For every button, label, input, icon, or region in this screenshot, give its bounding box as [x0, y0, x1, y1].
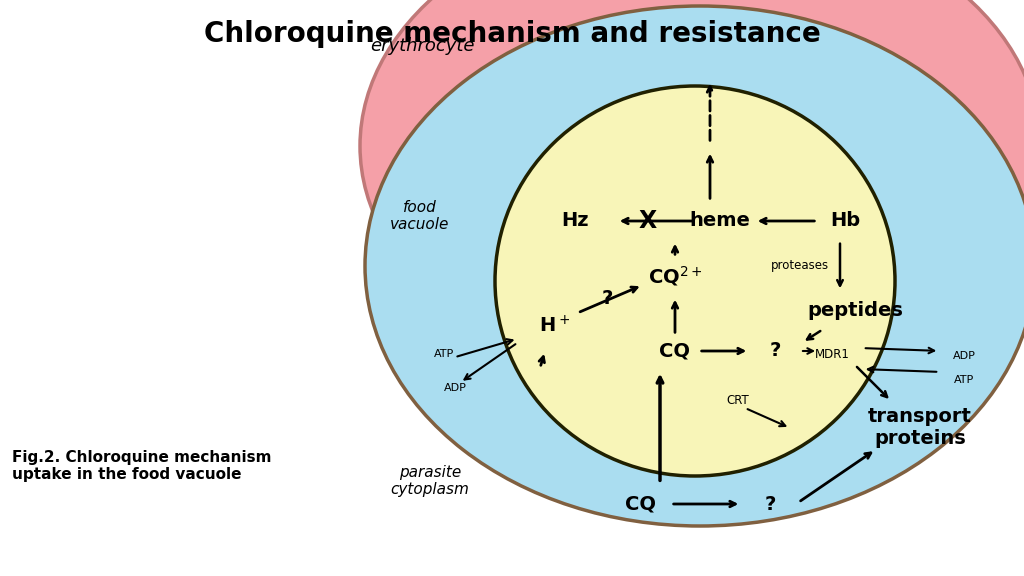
Text: erythrocyte: erythrocyte	[370, 37, 474, 55]
Text: ATP: ATP	[434, 349, 454, 359]
Text: X: X	[639, 209, 657, 233]
Text: CQ: CQ	[659, 342, 690, 361]
Bar	[0, 0, 340, 576]
Text: Hz: Hz	[561, 211, 589, 230]
Ellipse shape	[360, 0, 1024, 386]
Text: MDR1: MDR1	[814, 347, 850, 361]
Text: CQ: CQ	[625, 495, 655, 513]
Text: heme: heme	[689, 211, 751, 230]
Text: ADP: ADP	[952, 351, 976, 361]
Text: ?: ?	[601, 290, 612, 309]
Ellipse shape	[365, 6, 1024, 526]
Text: peptides: peptides	[807, 301, 903, 320]
Text: ?: ?	[764, 495, 776, 513]
Text: parasite
cytoplasm: parasite cytoplasm	[390, 465, 469, 497]
Text: Hb: Hb	[829, 211, 860, 230]
Text: food
vacuole: food vacuole	[390, 200, 450, 232]
Text: ?: ?	[769, 342, 780, 361]
Text: Chloroquine mechanism and resistance: Chloroquine mechanism and resistance	[204, 20, 820, 48]
Ellipse shape	[495, 86, 895, 476]
Text: CQ$^{2+}$: CQ$^{2+}$	[648, 264, 702, 288]
Text: ADP: ADP	[443, 383, 467, 393]
Text: transport
proteins: transport proteins	[868, 407, 972, 449]
Text: CRT: CRT	[727, 395, 750, 407]
Text: proteases: proteases	[771, 260, 829, 272]
Text: Fig.2. Chloroquine mechanism
uptake in the food vacuole: Fig.2. Chloroquine mechanism uptake in t…	[12, 450, 271, 482]
Text: ATP: ATP	[954, 375, 974, 385]
Text: H$^+$: H$^+$	[540, 315, 570, 336]
